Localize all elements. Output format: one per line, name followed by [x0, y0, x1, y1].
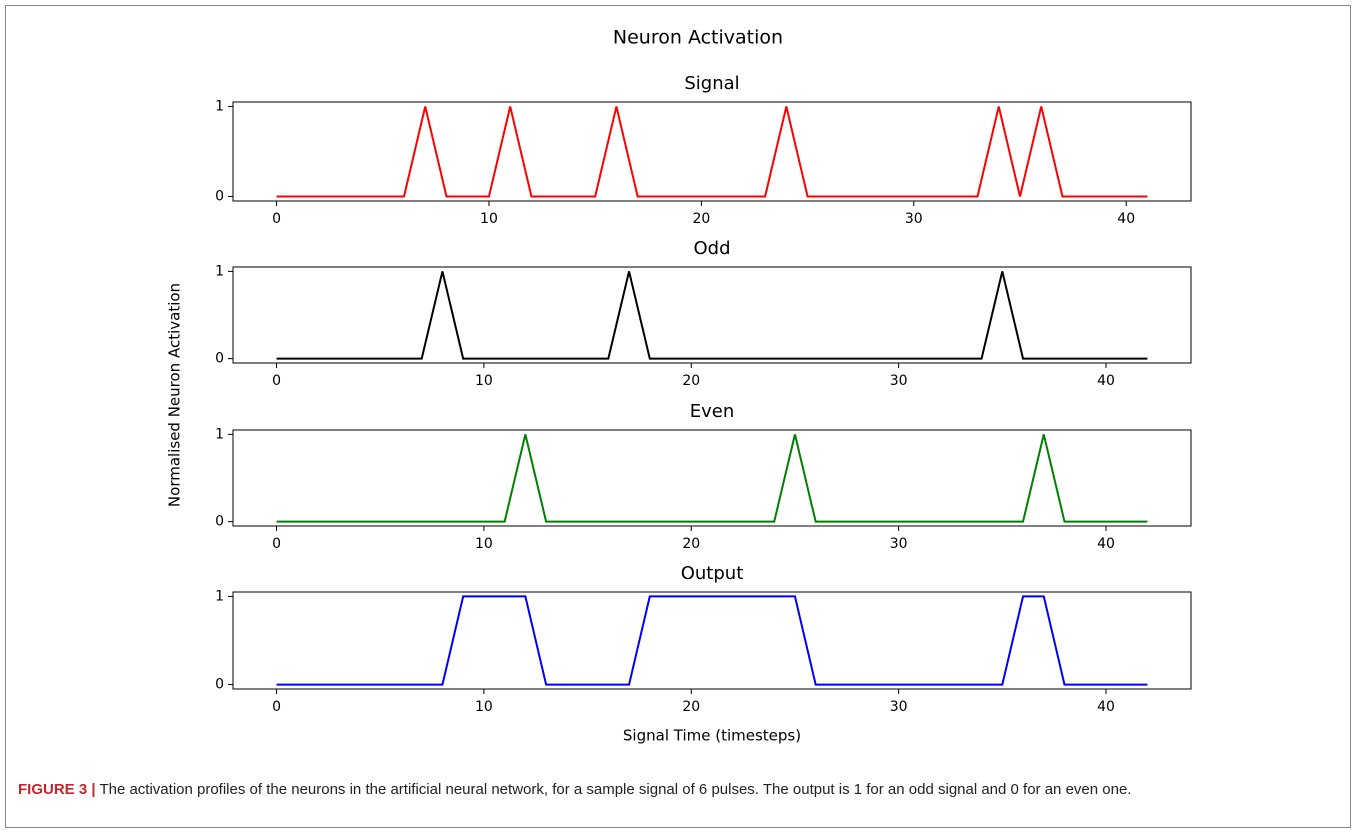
x-tick-label: 20	[692, 211, 710, 227]
x-tick-label: 0	[272, 211, 281, 227]
subplot-title: Output	[681, 563, 744, 584]
x-tick-label: 30	[890, 373, 908, 389]
x-tick-label: 30	[890, 699, 908, 715]
y-tick-label: 0	[215, 189, 224, 205]
figure-frame	[5, 5, 1351, 828]
subplot-title: Odd	[693, 238, 730, 259]
x-tick-label: 20	[682, 373, 700, 389]
y-tick-label: 1	[215, 588, 224, 604]
chart: Neuron Activation Normalised Neuron Acti…	[166, 27, 1192, 745]
y-axis-label: Normalised Neuron Activation	[166, 283, 184, 507]
line	[276, 271, 1148, 360]
caption: FIGURE 3 | The activation profiles of th…	[18, 778, 1340, 802]
x-tick-label: 30	[890, 536, 908, 552]
x-tick-label: 10	[475, 373, 493, 389]
line	[276, 434, 1148, 523]
x-tick-label: 30	[905, 211, 923, 227]
caption-label: FIGURE 3 |	[18, 781, 96, 798]
axes-frame	[232, 101, 1192, 202]
x-tick-label: 20	[682, 536, 700, 552]
y-tick-label: 0	[215, 514, 224, 530]
x-tick-label: 10	[480, 211, 498, 227]
figure-title: Neuron Activation	[613, 27, 783, 49]
x-tick-label: 0	[272, 373, 281, 389]
y-tick-label: 0	[215, 677, 224, 693]
axes-frame	[232, 591, 1192, 690]
y-tick-label: 1	[215, 263, 224, 279]
axes-frame	[232, 429, 1192, 527]
axes-frame	[232, 266, 1192, 364]
x-axis-label: Signal Time (timesteps)	[623, 727, 801, 745]
y-tick-label: 1	[215, 426, 224, 442]
subplot-title: Signal	[684, 73, 739, 94]
y-tick-label: 0	[215, 351, 224, 367]
x-tick-label: 10	[475, 536, 493, 552]
x-tick-label: 0	[272, 536, 281, 552]
subplot-title: Even	[690, 401, 735, 422]
x-tick-label: 0	[272, 699, 281, 715]
x-tick-label: 40	[1117, 211, 1135, 227]
line	[276, 595, 1148, 686]
y-tick-label: 1	[215, 99, 224, 115]
x-tick-label: 10	[475, 699, 493, 715]
x-tick-label: 40	[1097, 373, 1115, 389]
x-tick-label: 40	[1097, 536, 1115, 552]
caption-text: The activation profiles of the neurons i…	[99, 781, 1132, 798]
x-tick-label: 20	[682, 699, 700, 715]
line	[276, 106, 1148, 198]
x-tick-label: 40	[1097, 699, 1115, 715]
